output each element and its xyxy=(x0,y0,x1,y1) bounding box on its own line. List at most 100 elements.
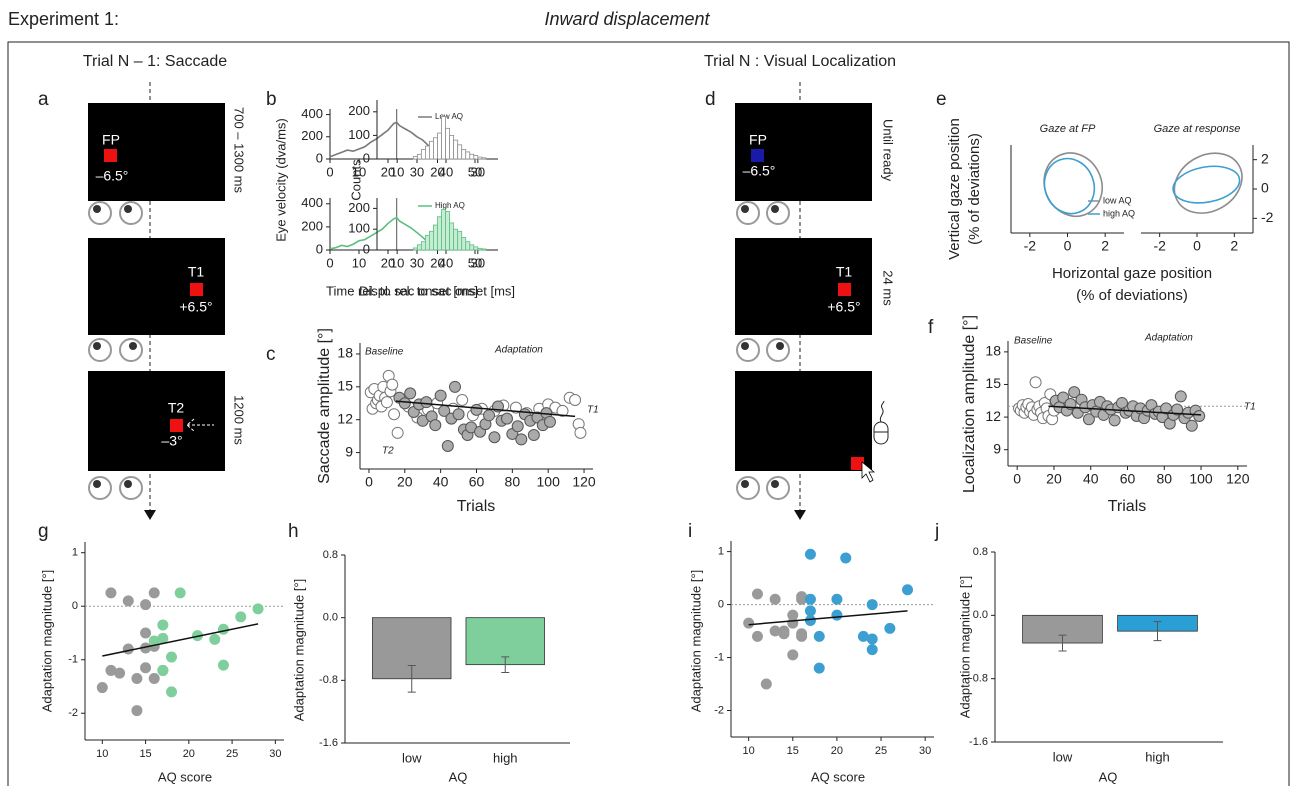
x-tick-label: 0 xyxy=(1013,471,1021,487)
panel-letter: g xyxy=(38,521,49,542)
point xyxy=(448,380,461,393)
display-label: –3° xyxy=(161,433,182,449)
x-tick-label: 20 xyxy=(430,164,444,179)
bar xyxy=(481,157,487,160)
screen xyxy=(735,238,872,335)
target xyxy=(838,283,851,296)
x-tick-label: 20 xyxy=(1046,471,1062,487)
experiment-label: Experiment 1: xyxy=(8,9,119,29)
point xyxy=(1029,376,1042,389)
x-tick-label: 30 xyxy=(269,748,281,760)
eye xyxy=(119,338,143,362)
y-tick-label: 0 xyxy=(718,598,724,610)
x-tick-label: 0 xyxy=(326,255,333,270)
pupil xyxy=(93,205,101,213)
point xyxy=(866,644,878,656)
x-axis-label: Time rel. to sac onset [ms] xyxy=(326,283,478,298)
point xyxy=(166,651,178,663)
point xyxy=(148,672,160,684)
x-tick-label: 20 xyxy=(381,255,395,270)
y-tick-label: 100 xyxy=(348,221,370,236)
legend-label: low AQ xyxy=(1103,195,1132,205)
point xyxy=(157,664,169,676)
x-tick-label: 80 xyxy=(505,474,521,490)
bar xyxy=(441,116,446,160)
fixation xyxy=(104,149,117,162)
annotation: Adaptation xyxy=(494,345,543,356)
x-tick-label: 10 xyxy=(743,745,755,757)
pupil xyxy=(124,480,132,488)
point xyxy=(527,429,540,442)
point xyxy=(1174,390,1187,403)
y-tick-label: -1.6 xyxy=(319,737,338,749)
x-tick-label: low xyxy=(402,750,422,765)
eye xyxy=(766,476,790,500)
bar xyxy=(457,144,463,160)
point xyxy=(500,412,513,425)
point xyxy=(556,404,569,417)
cursor xyxy=(861,461,876,483)
eye xyxy=(88,338,112,362)
pupil xyxy=(771,480,779,488)
condition-title: Inward displacement xyxy=(544,9,710,29)
y-tick-label: -1 xyxy=(68,654,78,666)
pupil xyxy=(93,342,101,350)
point xyxy=(235,611,247,623)
annotation: T1 xyxy=(1244,402,1256,413)
x-tick-label: 30 xyxy=(410,255,424,270)
screen xyxy=(88,371,225,471)
x-tick-label: 20 xyxy=(430,255,444,270)
x-tick-label: 0 xyxy=(365,474,373,490)
display-label: +6.5° xyxy=(179,299,212,315)
trial-title: Trial N : Visual Localization xyxy=(704,53,896,70)
panel-letter: i xyxy=(688,521,692,542)
y-tick-label: -2 xyxy=(714,704,724,716)
x-axis-label: Horizontal gaze position xyxy=(1052,265,1212,282)
x-axis-label: AQ xyxy=(1099,769,1118,784)
legend-label: high AQ xyxy=(1103,208,1135,218)
y-tick-label: 0.0 xyxy=(973,609,988,621)
error-bar xyxy=(1153,621,1162,642)
point xyxy=(140,599,152,611)
x-tick-label: 20 xyxy=(381,164,395,179)
pupil xyxy=(741,480,749,488)
y-axis-label: Eye velocity (dva/ms) xyxy=(273,118,288,242)
point xyxy=(831,593,843,605)
x-tick-label: 25 xyxy=(875,745,887,757)
bar xyxy=(445,127,451,160)
y-axis-label: Adaptation magnitude [°] xyxy=(39,570,54,713)
point xyxy=(122,595,134,607)
bar xyxy=(469,244,475,251)
y-tick-label: -2 xyxy=(1261,209,1274,225)
bar xyxy=(433,137,438,160)
point xyxy=(866,633,878,645)
eye xyxy=(88,201,112,225)
legend-label: Low AQ xyxy=(435,112,463,121)
annotation: Baseline xyxy=(365,347,404,358)
point xyxy=(122,643,134,655)
point xyxy=(140,627,152,639)
y-tick-label: 0 xyxy=(363,150,370,165)
point xyxy=(515,433,528,446)
point xyxy=(131,705,143,717)
x-tick-label: 0 xyxy=(1064,238,1072,254)
y-tick-label: 0.8 xyxy=(323,549,338,561)
target xyxy=(190,283,203,296)
x-tick-label: 20 xyxy=(397,474,413,490)
x-axis-label: AQ score xyxy=(811,769,865,784)
x-tick-label: 100 xyxy=(1189,471,1213,487)
point xyxy=(840,552,852,564)
shift-arrow xyxy=(186,418,214,432)
point xyxy=(388,408,401,421)
target xyxy=(170,419,183,432)
y-tick-label: 100 xyxy=(348,127,370,142)
trial-title: Trial N – 1: Saccade xyxy=(83,53,227,70)
x-tick-label: 10 xyxy=(352,164,366,179)
bar xyxy=(437,132,442,160)
y-tick-label: 200 xyxy=(301,128,323,143)
bar xyxy=(412,247,418,251)
pupil xyxy=(129,342,137,350)
y-tick-label: 0.8 xyxy=(973,546,988,558)
point xyxy=(470,403,483,416)
point xyxy=(787,609,799,621)
